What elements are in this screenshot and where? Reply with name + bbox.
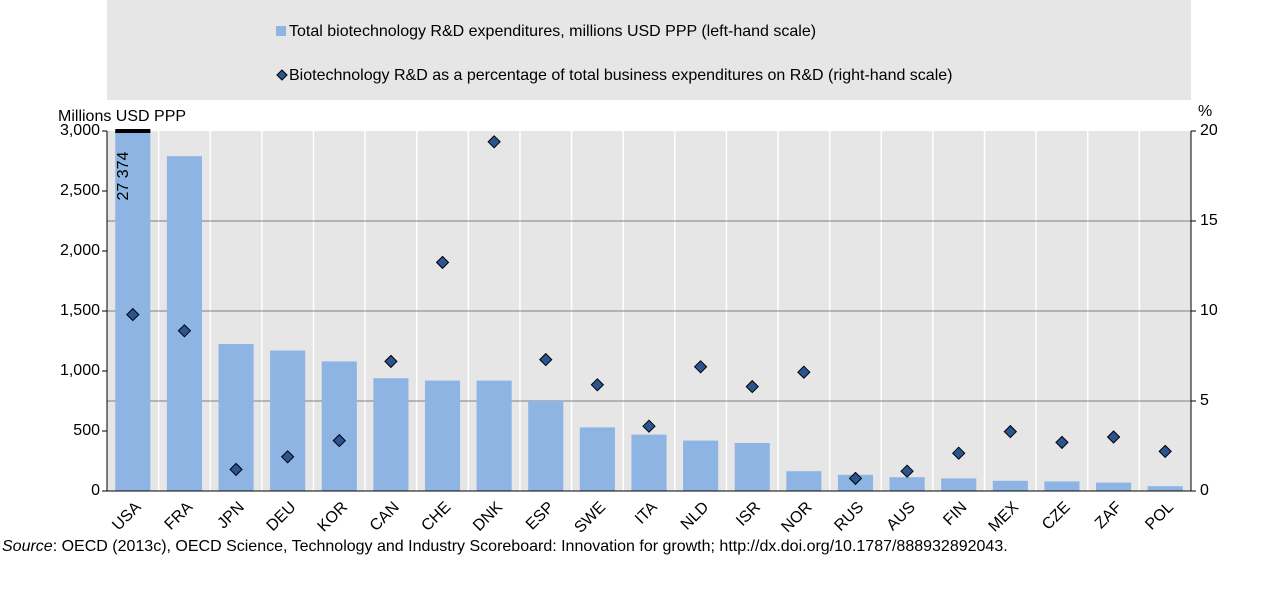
diamond-marker [332, 433, 346, 448]
y2-tick-label: 20 [1200, 122, 1218, 139]
bar [1096, 482, 1132, 491]
bar [889, 477, 925, 491]
diamond-marker [693, 360, 708, 374]
y2-axis-title: % [1198, 103, 1212, 120]
bar [786, 471, 822, 491]
bar [528, 401, 564, 491]
bar [321, 361, 357, 491]
diamond-marker [590, 378, 605, 392]
x-tick-label: AUS [884, 499, 919, 534]
bar [631, 434, 667, 491]
legend-label: Total biotechnology R&D expenditures, mi… [289, 23, 816, 40]
x-tick-label: SWE [571, 499, 609, 536]
y-tick-label: 1,000 [60, 362, 100, 379]
y2-tick-label: 5 [1200, 392, 1209, 409]
legend-swatch [276, 69, 288, 81]
diamond-marker [848, 471, 863, 486]
diamond-marker [177, 324, 192, 338]
bar [424, 380, 461, 491]
x-tick-label: RUS [831, 499, 867, 535]
y2-tick-label: 10 [1200, 302, 1218, 319]
source-note: Source: OECD (2013c), OECD Science, Tech… [2, 536, 1268, 558]
legend-box [107, 0, 1191, 100]
diamond-marker [1055, 435, 1069, 450]
y-tick-label: 3,000 [60, 122, 100, 139]
y-tick-label: 2,500 [60, 182, 100, 199]
diamond-marker [487, 135, 501, 149]
x-tick-label: MEX [986, 499, 1023, 536]
x-tick-label: ISR [733, 499, 764, 530]
diamond-marker [797, 365, 811, 379]
source-text: : OECD (2013c), OECD Science, Technology… [52, 538, 1008, 555]
x-tick-label: NLD [678, 499, 713, 534]
x-tick-label: ITA [632, 499, 661, 528]
bar [1044, 481, 1080, 491]
diamond-marker [900, 464, 914, 478]
diamond-marker [280, 450, 295, 464]
x-tick-label: KOR [315, 499, 352, 536]
y2-tick-label: 15 [1200, 212, 1218, 229]
diamond-marker [1106, 430, 1121, 444]
diamond-marker [745, 379, 759, 394]
diamond-marker [229, 462, 243, 477]
x-tick-label: POL [1142, 499, 1177, 534]
x-tick-label: JPN [214, 499, 247, 532]
x-tick-label: DNK [470, 499, 506, 535]
x-tick-label: ESP [523, 499, 558, 534]
legend-label: Biotechnology R&D as a percentage of tot… [289, 67, 952, 84]
bar [166, 156, 202, 491]
diamond-marker [126, 307, 140, 322]
x-tick-label: NOR [779, 499, 816, 536]
y-tick-label: 500 [73, 422, 100, 439]
diamond-marker [952, 446, 966, 460]
diamond-marker [435, 255, 450, 270]
x-tick-label: USA [109, 499, 145, 535]
y2-tick-label: 0 [1200, 482, 1209, 499]
y-axis-title: Millions USD PPP [58, 108, 186, 125]
bar [941, 478, 977, 491]
diamond-marker [1003, 424, 1018, 439]
bar [992, 480, 1028, 491]
x-tick-label: DEU [264, 499, 300, 535]
x-tick-label: FRA [162, 499, 197, 534]
diamond-marker [539, 352, 553, 367]
bar [734, 443, 770, 491]
x-tick-label: CHE [418, 499, 454, 535]
x-tick-label: FIN [940, 499, 970, 529]
y-tick-label: 0 [91, 482, 100, 499]
legend-swatch [276, 26, 286, 36]
diamond-marker [642, 419, 656, 433]
y-tick-label: 1,500 [60, 302, 100, 319]
bar [1147, 486, 1183, 491]
bar [270, 350, 306, 491]
diamond-marker [384, 354, 398, 369]
source-label: Source [2, 538, 53, 555]
x-tick-label: ZAF [1092, 499, 1126, 533]
x-tick-label: CAN [367, 499, 403, 535]
value-label: 27 374 [115, 151, 132, 200]
chart: Total biotechnology R&D expenditures, mi… [58, 0, 1218, 537]
y-tick-label: 2,000 [60, 242, 100, 259]
x-tick-label: CZE [1039, 499, 1074, 534]
bar [683, 440, 719, 491]
bar [476, 380, 512, 491]
bar [373, 378, 409, 491]
diamond-marker [1158, 444, 1172, 459]
bar [579, 427, 615, 491]
